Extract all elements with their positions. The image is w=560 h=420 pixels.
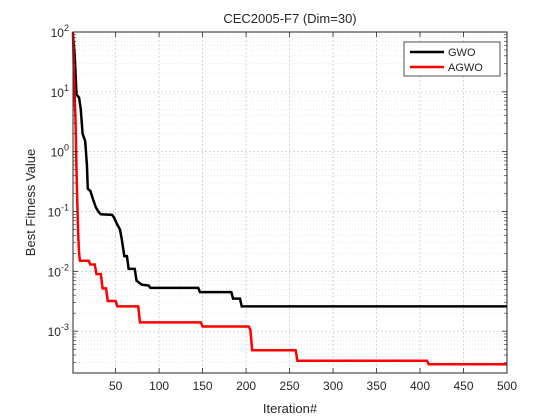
y-tick-label: 10-2	[48, 262, 69, 279]
legend-box	[403, 41, 501, 77]
series-line-agwo	[71, 31, 507, 366]
legend: GWO AGWO	[403, 41, 501, 77]
x-tick-label: 150	[193, 379, 213, 393]
y-tick-label: 100	[51, 143, 69, 160]
y-tick-label: 102	[51, 23, 69, 40]
x-tick-label: 450	[453, 379, 473, 393]
y-tick-label: 101	[51, 83, 69, 100]
tick-labels: 10-3 10-2 10-1 100 101 102 50 100 150 200 250 300 35…	[48, 23, 518, 393]
y-tick-label: 10-3	[48, 322, 69, 339]
x-tick-label: 50	[109, 379, 123, 393]
x-tick-label: 300	[323, 379, 343, 393]
plot-area	[73, 32, 507, 373]
y-tick-label: 10-1	[48, 203, 69, 220]
x-tick-label: 250	[280, 379, 300, 393]
y-axis-label: Best Fitness Value	[23, 149, 38, 256]
major-grid	[73, 32, 507, 373]
x-tick-label: 200	[236, 379, 256, 393]
x-tick-label: 400	[410, 379, 430, 393]
legend-label-agwo: AGWO	[448, 62, 483, 74]
legend-label-gwo: GWO	[448, 47, 476, 59]
series-line-gwo	[71, 34, 507, 308]
minor-grid	[73, 34, 507, 363]
x-tick-label: 350	[367, 379, 387, 393]
series-layer	[71, 31, 507, 366]
axis-ticks	[73, 31, 508, 373]
chart-title: CEC2005-F7 (Dim=30)	[223, 11, 356, 26]
x-tick-label: 500	[497, 379, 517, 393]
x-tick-label: 100	[149, 379, 169, 393]
plot-frame	[72, 31, 508, 374]
x-axis-label: Iteration#	[263, 401, 318, 416]
